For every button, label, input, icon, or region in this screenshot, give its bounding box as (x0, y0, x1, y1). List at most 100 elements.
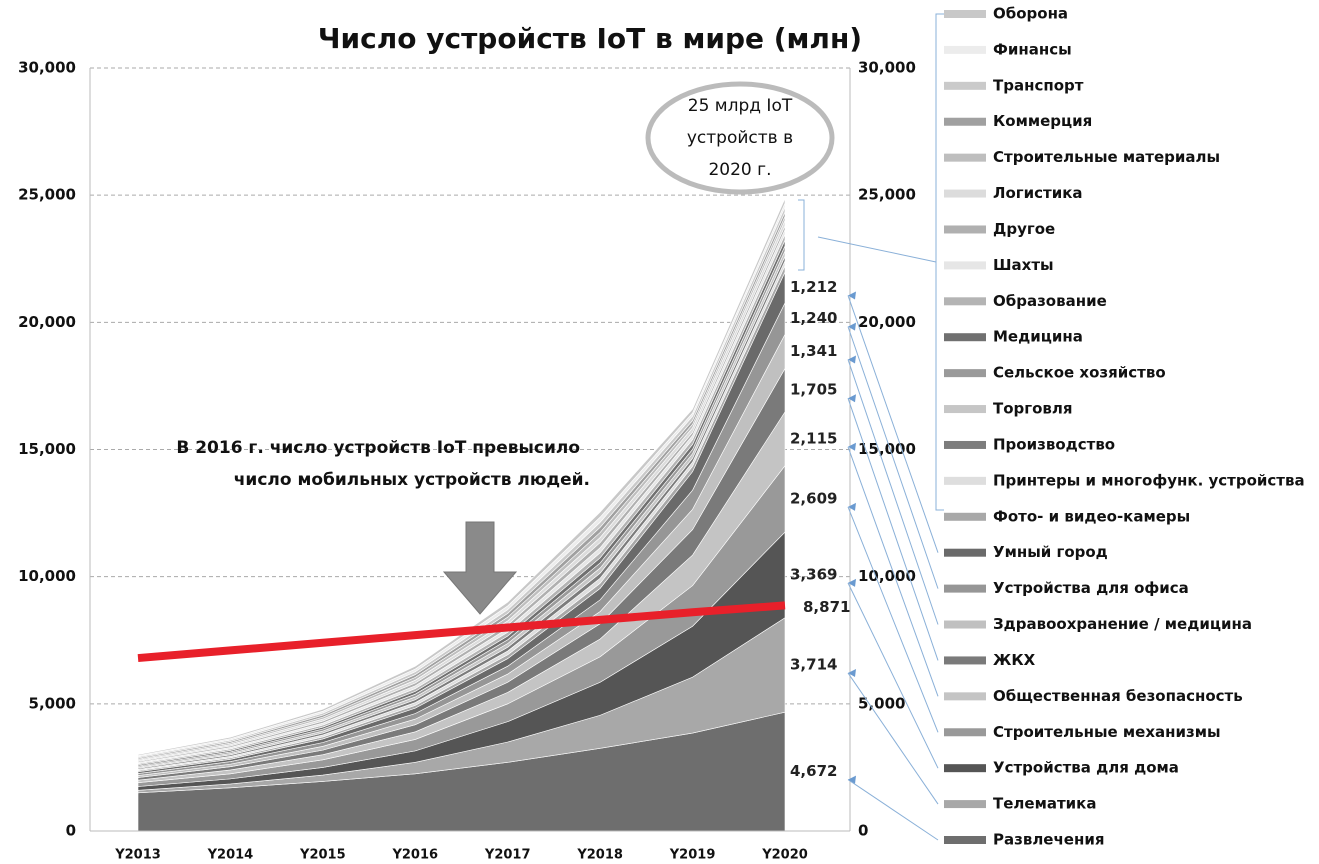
legend-swatch (944, 45, 986, 54)
legend-label: Развлечения (993, 831, 1104, 849)
legend-swatch (944, 764, 986, 773)
connector-head (848, 442, 856, 451)
data-label: 2,115 (790, 429, 837, 447)
legend-label: Транспорт (993, 76, 1084, 94)
legend-swatch (944, 261, 986, 270)
y2-tick-label: 15,000 (858, 440, 916, 458)
legend-label: Строительные материалы (993, 148, 1220, 166)
legend-swatch (944, 153, 986, 162)
legend-label: Устройства для офиса (993, 579, 1189, 597)
y2-tick-label: 30,000 (858, 59, 916, 77)
connector (817, 236, 937, 263)
connector (847, 672, 939, 805)
legend-label: Здравоохранение / медицина (993, 615, 1252, 633)
x-tick-label: Y2016 (391, 848, 438, 863)
connector-head (848, 322, 856, 331)
x-tick-label: Y2020 (761, 848, 808, 863)
legend-swatch (944, 728, 986, 737)
legend-swatch (944, 512, 986, 521)
data-label: 2,609 (790, 489, 837, 507)
y2-tick-label: 25,000 (858, 186, 916, 204)
legend-swatch (944, 81, 986, 90)
legend-label: Оборона (993, 5, 1068, 23)
legend-label: Другое (993, 220, 1055, 238)
data-label: 3,714 (790, 655, 837, 673)
connector (847, 779, 939, 841)
annotation: В 2016 г. число устройств IoT превысило (176, 438, 580, 458)
connector (847, 506, 939, 733)
areas (137, 198, 786, 832)
data-label: 8,871 (803, 598, 850, 616)
callout-text: 2020 г. (708, 160, 771, 180)
connector-head (848, 668, 856, 677)
chart-title: Число устройств IoT в мире (млн) (318, 22, 862, 55)
legend-swatch (944, 476, 986, 485)
callout-text: 25 млрд IoT (688, 96, 793, 116)
legend-label: Логистика (993, 184, 1083, 202)
y-tick-label: 20,000 (18, 313, 76, 331)
down-arrow (442, 521, 518, 615)
legend-label: Образование (993, 292, 1107, 310)
legend-swatch (944, 656, 986, 665)
legend-swatch (944, 692, 986, 701)
legend-swatch (944, 440, 986, 449)
data-label: 1,341 (790, 342, 837, 360)
legend-swatch (944, 10, 986, 18)
callout-text: устройств в (687, 128, 793, 148)
legend-label: Общественная безопасность (993, 687, 1243, 705)
x-tick-label: Y2017 (484, 848, 531, 863)
legend-swatch (944, 620, 986, 629)
connector (847, 295, 939, 553)
connector (847, 446, 939, 697)
y2-tick-label: 0 (858, 822, 868, 840)
connector (847, 359, 939, 625)
bracket (798, 199, 805, 271)
connector-head (848, 502, 856, 511)
x-tick-label: Y2014 (207, 848, 254, 863)
connector-head (848, 394, 856, 403)
y2-tick-label: 5,000 (858, 694, 905, 712)
y-tick-label: 15,000 (18, 440, 76, 458)
connector-head (848, 291, 856, 300)
legend-label: ЖКХ (993, 651, 1036, 669)
legend-label: Фото- и видео-камеры (993, 507, 1190, 525)
y-tick-label: 25,000 (18, 186, 76, 204)
y-tick-label: 5,000 (29, 694, 76, 712)
legend-label: Телематика (993, 795, 1096, 813)
legend-swatch (944, 117, 986, 126)
legend-label: Финансы (993, 40, 1072, 58)
callout-ellipse (645, 81, 835, 195)
data-label: 1,240 (790, 309, 837, 327)
data-label: 3,369 (790, 565, 837, 583)
area (137, 198, 786, 757)
connector-head (848, 775, 856, 784)
legend-swatch (944, 584, 986, 593)
legend-swatch (944, 189, 986, 198)
y2-tick-label: 10,000 (858, 567, 916, 585)
x-tick-label: Y2018 (576, 848, 623, 863)
data-label: 4,672 (790, 762, 837, 780)
y2-tick-label: 20,000 (858, 313, 916, 331)
legend: Оборона Финансы Транспорт Коммерция Строител… (944, 5, 1305, 849)
legend-label: Коммерция (993, 112, 1092, 130)
y-tick-label: 10,000 (18, 567, 76, 585)
legend-label: Сельское хозяйство (993, 364, 1166, 382)
legend-label: Устройства для дома (993, 759, 1179, 777)
legend-label: Производство (993, 435, 1115, 453)
legend-label: Строительные механизмы (993, 723, 1221, 741)
y-tick-label: 0 (66, 822, 76, 840)
x-tick-label: Y2015 (299, 848, 346, 863)
connector-head (848, 578, 856, 587)
legend-swatch (944, 800, 986, 809)
connector-head (848, 355, 856, 364)
legend-swatch (944, 405, 986, 414)
legend-label: Шахты (993, 256, 1054, 274)
legend-label: Умный город (993, 543, 1108, 561)
legend-swatch (944, 297, 986, 306)
data-label: 1,212 (790, 278, 837, 296)
connector (847, 582, 939, 769)
legend-swatch (944, 369, 986, 378)
legend-swatch (944, 225, 986, 234)
legend-swatch (944, 548, 986, 557)
legend-swatch (944, 836, 986, 844)
